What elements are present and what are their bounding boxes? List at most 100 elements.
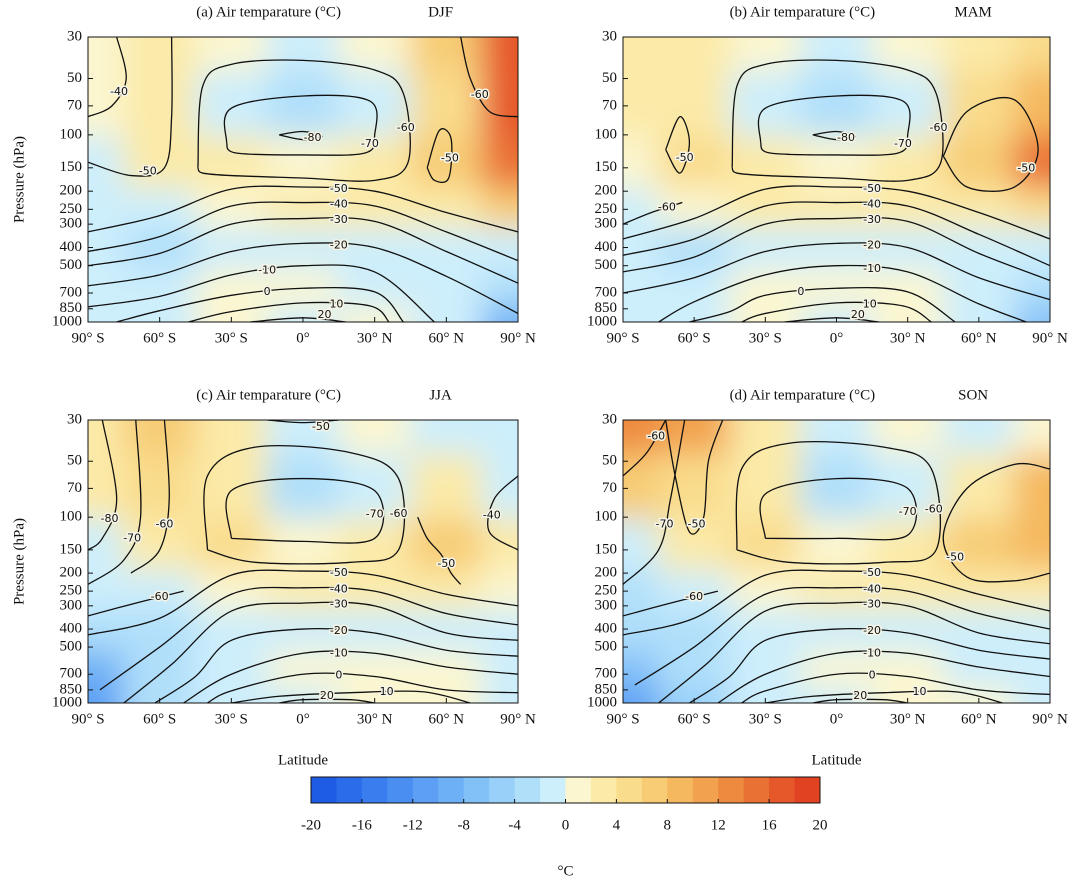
- contour-line: [665, 420, 724, 535]
- colorbar-tick-label: 16: [762, 817, 778, 833]
- field-cell: [942, 453, 1015, 520]
- x-tick-label: 90° S: [606, 711, 639, 727]
- contour-label: -70: [366, 507, 384, 520]
- x-tick-label: 90° S: [606, 330, 639, 346]
- contour-label: -60: [397, 121, 415, 134]
- field-cell: [88, 70, 125, 138]
- field-cell: [658, 136, 731, 190]
- field-cell: [623, 688, 660, 703]
- contour-line: [123, 601, 518, 703]
- field: [88, 37, 518, 322]
- y-tick-label: 300: [595, 216, 618, 232]
- field-cell: [658, 70, 731, 138]
- contour-label: -60: [151, 590, 169, 603]
- field-cell: [88, 136, 125, 190]
- contour-label: -60: [685, 590, 703, 603]
- y-tick-label: 50: [67, 453, 82, 469]
- colorbar-tick-label: 8: [664, 817, 672, 833]
- field-cell: [410, 609, 483, 653]
- y-tick-label: 700: [595, 666, 618, 682]
- contour-label: 10: [913, 685, 927, 698]
- field-cell: [123, 609, 196, 653]
- contour-line: [665, 116, 691, 174]
- colorbar-swatch: [311, 777, 337, 803]
- field-cell: [88, 570, 125, 611]
- contour-line: [460, 37, 518, 118]
- contour-line: [812, 130, 857, 141]
- y-tick-label: 70: [602, 97, 617, 113]
- field-cell: [800, 651, 873, 690]
- colorbar-tick-label: 0: [562, 817, 570, 833]
- colorbar-swatch: [641, 777, 668, 803]
- contour-label: -10: [330, 646, 348, 659]
- field-cell: [942, 570, 1015, 611]
- field-cell: [729, 227, 802, 271]
- field-cell: [1013, 136, 1050, 190]
- field-cell: [800, 453, 873, 520]
- contour-line: [658, 264, 1027, 322]
- contour-line: [116, 286, 404, 322]
- field-cell: [942, 136, 1015, 190]
- contour-label: -70: [656, 518, 674, 531]
- y-tick-label: 400: [595, 239, 618, 255]
- field-cell: [266, 570, 340, 611]
- field-cell: [88, 609, 125, 653]
- y-tick-label: 30: [602, 28, 617, 44]
- x-tick-label: 60° S: [143, 330, 176, 346]
- contour-label: -40: [863, 197, 881, 210]
- contour-label: -60: [658, 201, 676, 214]
- field-cell: [1013, 518, 1050, 572]
- colorbar-swatch: [438, 777, 465, 803]
- panel-title: (b) Air temparature (°C): [730, 4, 876, 20]
- contour-label: -30: [330, 213, 348, 226]
- field-cell: [942, 37, 1015, 72]
- field-cell: [871, 453, 944, 520]
- field-cell: [1013, 609, 1050, 653]
- contour-label: 10: [863, 297, 877, 310]
- contour-label: -20: [863, 238, 881, 251]
- y-tick-label: 250: [595, 583, 618, 599]
- contour-label: -40: [110, 85, 128, 98]
- contour-line: [942, 462, 1050, 583]
- field-cell: [1013, 420, 1050, 455]
- contour-label: -50: [946, 551, 964, 564]
- y-tick-label: 150: [595, 541, 618, 557]
- y-axis-label: Pressure (hPa): [11, 136, 27, 223]
- x-tick-label: 0°: [830, 711, 844, 727]
- field-cell: [729, 188, 802, 229]
- x-tick-label: 30° N: [357, 330, 393, 346]
- contour-label: 10: [329, 297, 343, 310]
- panel-season: SON: [958, 387, 988, 403]
- field-cell: [338, 307, 411, 322]
- contour-line: [623, 569, 1050, 636]
- field-cell: [623, 651, 660, 690]
- contour-label: 20: [851, 308, 865, 321]
- field-cell: [871, 609, 944, 653]
- x-tick-label: 60° S: [143, 711, 176, 727]
- field-cell: [338, 453, 411, 520]
- y-tick-label: 30: [602, 411, 617, 427]
- field-cell: [871, 420, 944, 455]
- field-cell: [410, 188, 483, 229]
- contour-line: [223, 94, 378, 156]
- colorbar-swatch: [387, 777, 414, 803]
- colorbar-swatch: [361, 777, 388, 803]
- colorbar-tick-label: -20: [301, 817, 321, 833]
- field-cell: [410, 70, 483, 138]
- colorbar-swatch: [718, 777, 745, 803]
- contour-line: [689, 286, 956, 322]
- contour-label: -20: [330, 238, 348, 251]
- field-cell: [338, 518, 411, 572]
- field-cell: [123, 136, 196, 190]
- contour-line: [88, 590, 184, 617]
- y-tick-label: 500: [60, 257, 83, 273]
- y-tick-label: 100: [595, 509, 618, 525]
- field-cell: [871, 227, 944, 271]
- contour-line: [735, 441, 942, 565]
- y-tick-label: 200: [595, 565, 618, 581]
- contour-line: [741, 672, 1050, 703]
- contour-line: [88, 264, 435, 322]
- contours: [623, 420, 1050, 703]
- x-tick-label: 90° S: [71, 711, 104, 727]
- contours: [623, 59, 1050, 322]
